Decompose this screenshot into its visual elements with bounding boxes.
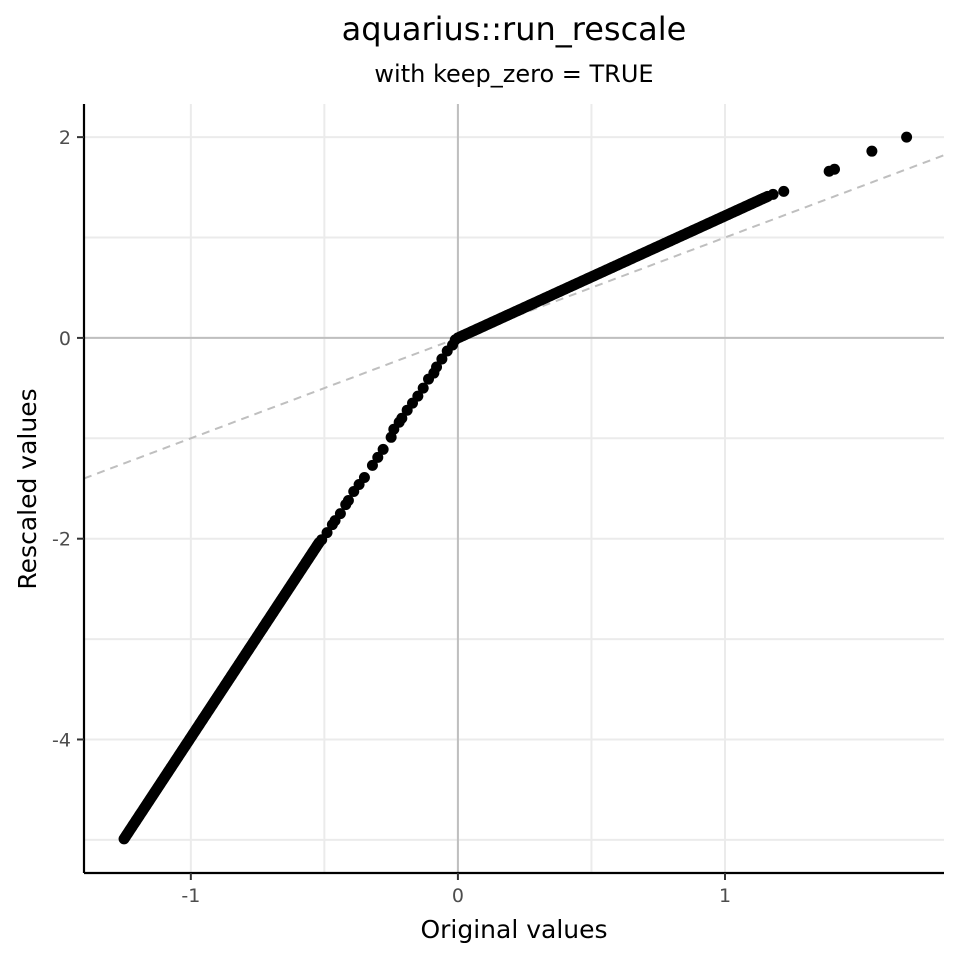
x-tick-label: 1 (719, 885, 731, 907)
x-tick-label: 0 (452, 885, 464, 907)
data-point (828, 163, 840, 175)
data-point (396, 412, 408, 424)
data-point (417, 382, 429, 394)
data-point (436, 353, 448, 365)
data-point (767, 188, 779, 200)
data-point (778, 185, 790, 197)
y-tick-label: -2 (52, 529, 71, 551)
y-axis-title: Rescaled values (13, 388, 42, 589)
data-point (377, 443, 389, 455)
y-tick-label: 0 (59, 328, 71, 350)
y-tick-label: 2 (59, 127, 71, 149)
chart-subtitle: with keep_zero = TRUE (374, 60, 653, 88)
y-tick-label: -4 (52, 729, 71, 751)
x-tick-label: -1 (181, 885, 200, 907)
data-point (412, 390, 424, 402)
data-point (866, 145, 878, 157)
x-axis-ticks: -1 0 1 (181, 873, 731, 907)
x-axis-title: Original values (420, 915, 607, 944)
data-point (321, 527, 333, 539)
y-axis-ticks: -4 -2 0 2 (52, 127, 84, 751)
zero-lines (84, 104, 944, 873)
data-point (342, 495, 354, 507)
data-point (334, 508, 346, 520)
data-points (118, 131, 913, 845)
data-point (449, 334, 461, 346)
plot-area (83, 104, 945, 873)
data-point (901, 131, 913, 143)
data-point (366, 459, 378, 471)
gridlines (84, 104, 944, 873)
data-point (358, 471, 370, 483)
data-point (431, 361, 443, 373)
data-point (372, 451, 384, 463)
chart-title: aquarius::run_rescale (342, 10, 687, 48)
